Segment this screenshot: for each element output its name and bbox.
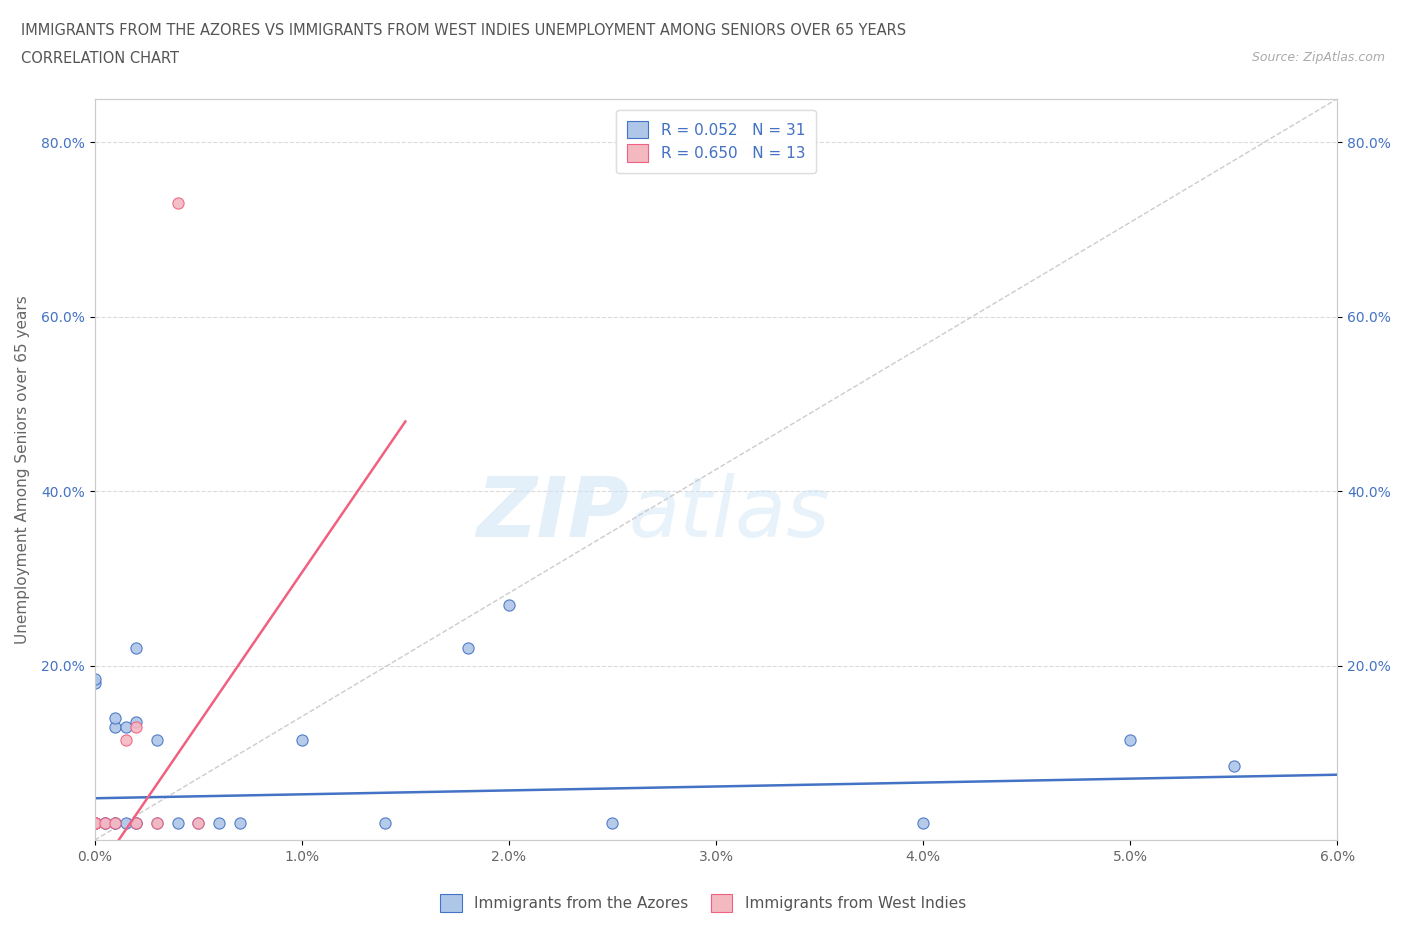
Point — [125, 715, 148, 730]
Point — [457, 641, 479, 656]
Text: Source: ZipAtlas.com: Source: ZipAtlas.com — [1251, 51, 1385, 64]
Point — [374, 816, 396, 830]
Y-axis label: Unemployment Among Seniors over 65 years: Unemployment Among Seniors over 65 years — [15, 295, 30, 644]
Point — [83, 816, 105, 830]
Point — [94, 816, 117, 830]
Point — [602, 816, 624, 830]
Point — [187, 816, 209, 830]
Point — [125, 816, 148, 830]
Point — [166, 816, 188, 830]
Point — [114, 733, 136, 748]
Point — [104, 719, 127, 734]
Point — [104, 816, 127, 830]
Point — [83, 816, 105, 830]
Point — [146, 816, 169, 830]
Point — [125, 641, 148, 656]
Point — [228, 816, 250, 830]
Point — [83, 816, 105, 830]
Point — [146, 733, 169, 748]
Point — [104, 816, 127, 830]
Point — [83, 816, 105, 830]
Point — [83, 816, 105, 830]
Point — [1223, 759, 1246, 774]
Point — [291, 733, 314, 748]
Legend: Immigrants from the Azores, Immigrants from West Indies: Immigrants from the Azores, Immigrants f… — [434, 888, 972, 918]
Point — [187, 816, 209, 830]
Point — [94, 816, 117, 830]
Point — [104, 816, 127, 830]
Point — [83, 676, 105, 691]
Text: CORRELATION CHART: CORRELATION CHART — [21, 51, 179, 66]
Point — [94, 816, 117, 830]
Point — [1119, 733, 1142, 748]
Point — [208, 816, 231, 830]
Point — [498, 597, 520, 612]
Point — [104, 711, 127, 725]
Point — [83, 816, 105, 830]
Point — [125, 816, 148, 830]
Text: IMMIGRANTS FROM THE AZORES VS IMMIGRANTS FROM WEST INDIES UNEMPLOYMENT AMONG SEN: IMMIGRANTS FROM THE AZORES VS IMMIGRANTS… — [21, 23, 907, 38]
Point — [83, 671, 105, 686]
Point — [125, 719, 148, 734]
Point — [146, 816, 169, 830]
Text: atlas: atlas — [628, 473, 831, 554]
Point — [166, 196, 188, 211]
Point — [83, 816, 105, 830]
Point — [125, 816, 148, 830]
Point — [114, 719, 136, 734]
Point — [114, 816, 136, 830]
Point — [83, 816, 105, 830]
Text: ZIP: ZIP — [477, 473, 628, 554]
Point — [912, 816, 935, 830]
Legend: R = 0.052   N = 31, R = 0.650   N = 13: R = 0.052 N = 31, R = 0.650 N = 13 — [616, 110, 815, 173]
